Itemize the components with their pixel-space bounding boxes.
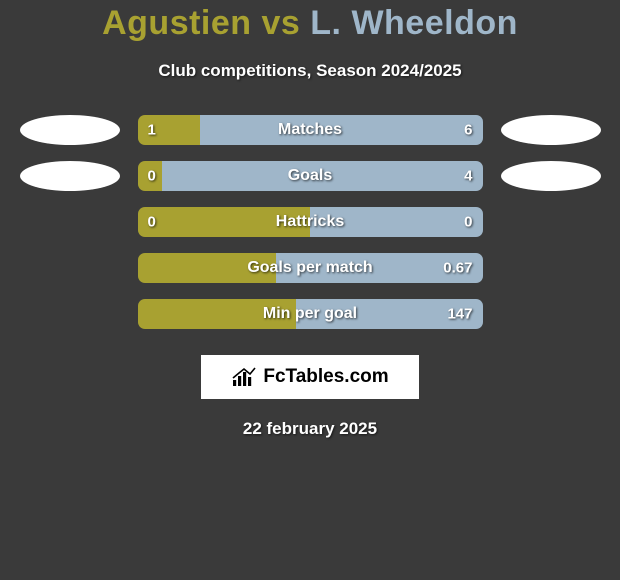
stat-bar: 0 0 Hattricks — [138, 207, 483, 237]
chart-icon — [231, 366, 257, 388]
stat-value-left: 1 — [148, 122, 156, 139]
player-a-marker — [20, 299, 120, 329]
stat-row: 0 0 Hattricks — [20, 207, 601, 237]
stat-label: Hattricks — [276, 213, 344, 231]
player-b-name: L. Wheeldon — [310, 4, 518, 42]
stat-value-right: 0.67 — [443, 260, 472, 277]
stat-value-right: 0 — [464, 214, 472, 231]
stat-value-left: 0 — [148, 168, 156, 185]
stat-row: 1 6 Matches — [20, 115, 601, 145]
stat-row: 0.67 Goals per match — [20, 253, 601, 283]
player-a-marker — [20, 161, 120, 191]
stat-value-right: 6 — [464, 122, 472, 139]
player-b-marker — [501, 115, 601, 145]
stat-label: Goals per match — [247, 259, 372, 277]
stat-label: Matches — [278, 121, 342, 139]
subtitle: Club competitions, Season 2024/2025 — [158, 61, 461, 81]
stat-value-right: 4 — [464, 168, 472, 185]
player-a-name: Agustien — [102, 4, 251, 42]
stat-bar: 1 6 Matches — [138, 115, 483, 145]
logo-text: FcTables.com — [263, 366, 388, 388]
player-b-marker — [501, 299, 601, 329]
comparison-card: Agustien vs L. Wheeldon Club competition… — [0, 0, 620, 439]
stat-label: Goals — [288, 167, 332, 185]
stat-bar: 0 4 Goals — [138, 161, 483, 191]
stat-bar: 0.67 Goals per match — [138, 253, 483, 283]
stat-value-left: 0 — [148, 214, 156, 231]
player-b-marker — [501, 207, 601, 237]
page-title: Agustien vs L. Wheeldon — [102, 4, 518, 43]
stat-bar: 147 Min per goal — [138, 299, 483, 329]
fctables-logo[interactable]: FcTables.com — [201, 355, 419, 399]
player-a-marker — [20, 207, 120, 237]
stat-row: 147 Min per goal — [20, 299, 601, 329]
stat-row: 0 4 Goals — [20, 161, 601, 191]
player-b-marker — [501, 161, 601, 191]
stat-label: Min per goal — [263, 305, 357, 323]
stat-rows: 1 6 Matches 0 4 Goals 0 0 Hattricks 0.67 Goals per… — [20, 115, 601, 345]
player-a-marker — [20, 253, 120, 283]
title-vs: vs — [252, 4, 311, 42]
stat-value-right: 147 — [447, 306, 472, 323]
date-line: 22 february 2025 — [243, 419, 377, 439]
player-a-marker — [20, 115, 120, 145]
player-b-marker — [501, 253, 601, 283]
